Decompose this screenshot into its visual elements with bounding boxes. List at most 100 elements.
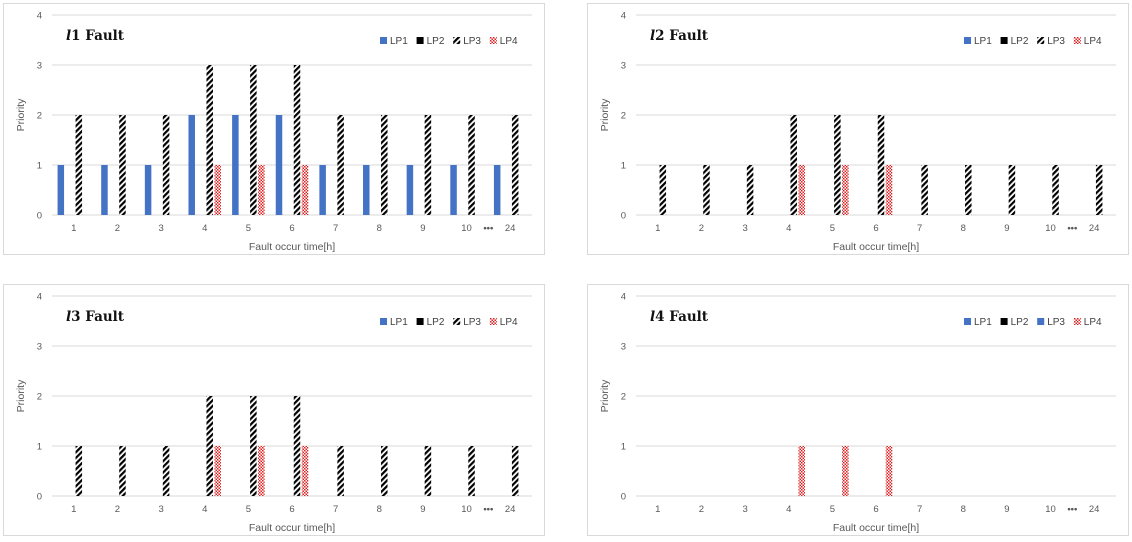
x-tick-label: 1 [71,504,76,515]
x-tick-label: 10 [1045,504,1056,515]
x-tick-label: 24 [1089,504,1100,515]
legend-swatch-lp1 [380,318,387,325]
legend-label-lp2: LP2 [427,317,445,328]
legend-swatch-lp4 [489,37,497,44]
x-tick-label: 3 [742,504,747,515]
legend-swatch-lp2 [1000,37,1008,44]
y-tick-label: 0 [621,492,626,503]
x-tick-label: 10 [461,504,472,515]
x-tick-label: 7 [917,504,922,515]
chart-panel-l4-fault: 0 1 2 3 4 1 2 3 4 5 6 7 8 9 10 24 ••• Fault occur time[h]… [587,284,1129,536]
x-tick-label: 9 [420,504,425,515]
x-tick-ellipsis: ••• [483,504,494,515]
y-tick-label: 2 [621,392,626,403]
y-axis-label: Priority [599,98,611,131]
x-tick-label: 1 [655,504,660,515]
bar-lp3 [1095,165,1103,215]
x-tick-label: 2 [699,223,704,234]
bar-lp1 [406,165,414,215]
bar-lp3 [75,115,83,215]
x-tick-label: 2 [115,223,120,234]
legend-swatch-lp3 [1037,37,1045,44]
y-tick-label: 3 [37,61,42,72]
bar-lp3 [703,165,710,215]
bar-lp3 [162,115,170,215]
bar-lp4 [301,165,309,215]
legend-label-lp4: LP4 [500,36,518,47]
bar-lp3 [1008,165,1016,215]
y-tick-label: 1 [37,442,42,453]
legend-label-lp3: LP3 [1047,317,1065,328]
x-tick-label: 1 [655,223,660,234]
bar-lp3 [877,115,885,215]
bar-lp3 [1052,165,1059,215]
x-tick-label: 5 [830,223,835,234]
bar-lp4 [301,446,309,496]
legend-label-lp3: LP3 [1047,36,1065,47]
x-tick-label: 6 [289,223,294,234]
bar-lp3 [293,65,301,215]
y-tick-label: 4 [621,292,626,303]
chart-svg: 0 1 2 3 4 1 2 3 4 5 6 7 8 9 10 24 ••• Fault occur time[h]… [15,11,532,253]
x-tick-label: 6 [289,504,294,515]
bar-lp1 [144,165,152,215]
bar-lp3 [511,115,519,215]
bar-lp4 [885,446,893,496]
x-tick-label: 4 [202,504,207,515]
bar-lp3 [659,165,667,215]
y-tick-label: 1 [621,161,626,172]
chart-panel-l1-fault: 0 1 2 3 4 1 2 3 4 5 6 7 8 9 10 24 ••• Fault occur time[h]… [3,3,545,255]
bar-lp3 [337,115,344,215]
bar-lp1 [275,115,283,215]
x-tick-label: 24 [505,504,516,515]
x-tick-label: 3 [158,504,163,515]
x-tick-label: 8 [377,504,382,515]
legend-swatch-lp2 [1000,318,1008,325]
legend-swatch-lp3 [453,318,461,325]
x-tick-label: 4 [202,223,207,234]
bar-lp4 [214,165,221,215]
bar-lp4 [842,165,849,215]
y-axis-label: Priority [15,379,27,412]
y-tick-label: 2 [37,392,42,403]
y-tick-label: 1 [621,442,626,453]
y-tick-label: 1 [37,161,42,172]
x-tick-label: 24 [505,223,516,234]
bar-lp3 [424,446,432,496]
y-tick-label: 3 [621,61,626,72]
y-tick-label: 2 [621,111,626,122]
chart-svg: 0 1 2 3 4 1 2 3 4 5 6 7 8 9 10 24 ••• Fault occur time[h]… [599,292,1116,534]
y-tick-label: 2 [37,111,42,122]
bar-lp1 [493,165,501,215]
legend-label-lp1: LP1 [974,317,992,328]
y-tick-label: 4 [37,11,42,22]
x-axis-label: Fault occur time[h] [833,522,919,534]
bar-lp3 [746,165,754,215]
legend-swatch-lp3 [1037,318,1045,325]
x-tick-label: 2 [115,504,120,515]
x-tick-label: 4 [786,504,791,515]
legend-swatch-lp4 [1073,37,1081,44]
x-tick-label: 4 [786,223,791,234]
y-tick-label: 3 [37,342,42,353]
x-tick-label: 5 [830,504,835,515]
chart-panel-l2-fault: 0 1 2 3 4 1 2 3 4 5 6 7 8 9 10 24 ••• Fault occur time[h]… [587,3,1129,255]
x-tick-label: 1 [71,223,76,234]
x-tick-label: 10 [1045,223,1056,234]
bar-lp1 [319,165,326,215]
bar-lp3 [511,446,519,496]
legend-label-lp4: LP4 [1084,317,1102,328]
chart-title: l4 Fault [650,309,709,325]
x-tick-label: 8 [961,223,966,234]
legend-swatch-lp1 [964,37,971,44]
bar-lp1 [232,115,239,215]
x-tick-label: 7 [333,223,338,234]
bar-lp1 [188,115,195,215]
bar-lp3 [119,115,126,215]
x-tick-label: 8 [377,223,382,234]
y-tick-label: 4 [621,11,626,22]
x-tick-label: 2 [699,504,704,515]
x-tick-label: 6 [873,504,878,515]
x-tick-label: 3 [742,223,747,234]
legend-swatch-lp3 [453,37,461,44]
